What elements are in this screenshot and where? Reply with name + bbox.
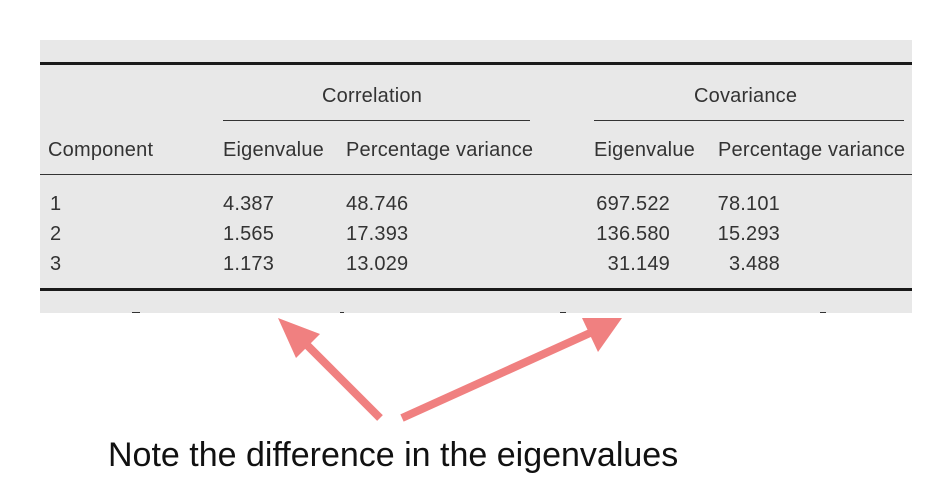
table-bottom-rule	[40, 288, 912, 291]
col-header-component: Component	[48, 139, 154, 161]
row-3-cov-pct: 3.488	[728, 253, 780, 275]
arrowhead-covariance	[582, 318, 622, 352]
table-header-rule	[40, 174, 912, 175]
row-1-corr-pct: 48.746	[346, 193, 409, 215]
row-1-corr-eigenvalue: 4.387	[223, 193, 275, 215]
row-3-corr-pct: 13.029	[346, 253, 409, 275]
row-3-component: 3	[50, 253, 62, 275]
row-2-component: 2	[50, 223, 62, 245]
col-header-corr-pct-variance: Percentage variance	[346, 139, 534, 161]
col-header-corr-eigenvalue: Eigenvalue	[223, 139, 324, 161]
col-header-cov-eigenvalue: Eigenvalue	[594, 139, 695, 161]
col-header-cov-pct-variance: Percentage variance	[718, 139, 906, 161]
correlation-group-rule	[223, 120, 530, 121]
row-1-cov-eigenvalue: 697.522	[596, 193, 670, 215]
row-2-corr-eigenvalue: 1.565	[223, 223, 275, 245]
row-3-cov-eigenvalue: 31.149	[607, 253, 670, 275]
row-1-component: 1	[50, 193, 62, 215]
covariance-group-rule	[594, 120, 904, 121]
group-header-covariance: Covariance	[694, 85, 798, 107]
table-top-rule	[40, 62, 912, 65]
clipped-text-fragment	[132, 312, 826, 313]
arrowhead-correlation	[278, 318, 320, 358]
eigenvalue-table: Correlation Covariance Component Eigenva…	[40, 40, 912, 313]
arrow-to-correlation-eigenvalue	[299, 337, 383, 421]
group-header-correlation: Correlation	[322, 85, 423, 107]
row-2-cov-pct: 15.293	[717, 223, 780, 245]
row-1-cov-pct: 78.101	[717, 193, 780, 215]
row-2-corr-pct: 17.393	[346, 223, 409, 245]
row-2-cov-eigenvalue: 136.580	[596, 223, 670, 245]
arrow-to-covariance-eigenvalue	[400, 329, 592, 422]
row-3-corr-eigenvalue: 1.173	[223, 253, 275, 275]
annotation-caption: Note the difference in the eigenvalues	[108, 436, 679, 474]
